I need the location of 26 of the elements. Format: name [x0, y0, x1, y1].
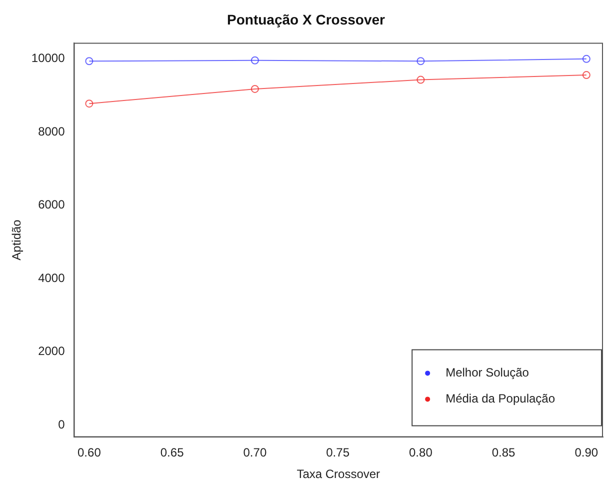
x-tick-label: 0.70: [243, 446, 267, 460]
point: [416, 57, 425, 66]
y-axis-title: Aptidão: [10, 219, 24, 260]
point: [250, 84, 259, 93]
point: [582, 54, 590, 63]
x-tick-label: 0.80: [409, 446, 433, 460]
point: [582, 71, 590, 80]
point: [85, 57, 94, 66]
chart-title: Pontuação X Crossover: [227, 11, 386, 28]
point: [85, 100, 94, 108]
y-tick-label: 10000: [31, 51, 66, 66]
y-tick-label: 2000: [38, 344, 66, 358]
x-tick-label: 0.60: [78, 446, 102, 460]
y-tick-label: 8000: [38, 124, 66, 138]
y-tick-label: 6000: [38, 198, 66, 212]
legend-label: Média da População: [446, 392, 556, 406]
legend-label: Melhor Solução: [446, 366, 530, 380]
point: [250, 56, 259, 64]
x-axis-title: Taxa Crossover: [296, 467, 380, 482]
x-tick-label: 0.65: [160, 446, 184, 460]
point: [416, 76, 425, 84]
x-tick-label: 0.75: [326, 446, 350, 460]
x-tick-label: 0.85: [492, 446, 516, 460]
x-tick-label: 0.90: [574, 446, 598, 460]
y-tick-label: 0: [58, 417, 66, 432]
y-tick-label: 4000: [38, 270, 66, 285]
